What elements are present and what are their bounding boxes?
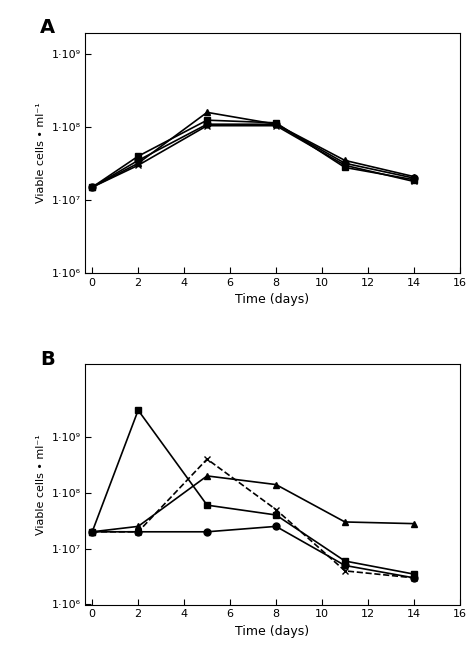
Text: B: B bbox=[40, 350, 55, 369]
Text: A: A bbox=[40, 18, 55, 37]
Y-axis label: Viable cells • ml⁻¹: Viable cells • ml⁻¹ bbox=[36, 102, 46, 203]
X-axis label: Time (days): Time (days) bbox=[236, 625, 310, 638]
X-axis label: Time (days): Time (days) bbox=[236, 293, 310, 306]
Y-axis label: Viable cells • ml⁻¹: Viable cells • ml⁻¹ bbox=[36, 434, 46, 535]
